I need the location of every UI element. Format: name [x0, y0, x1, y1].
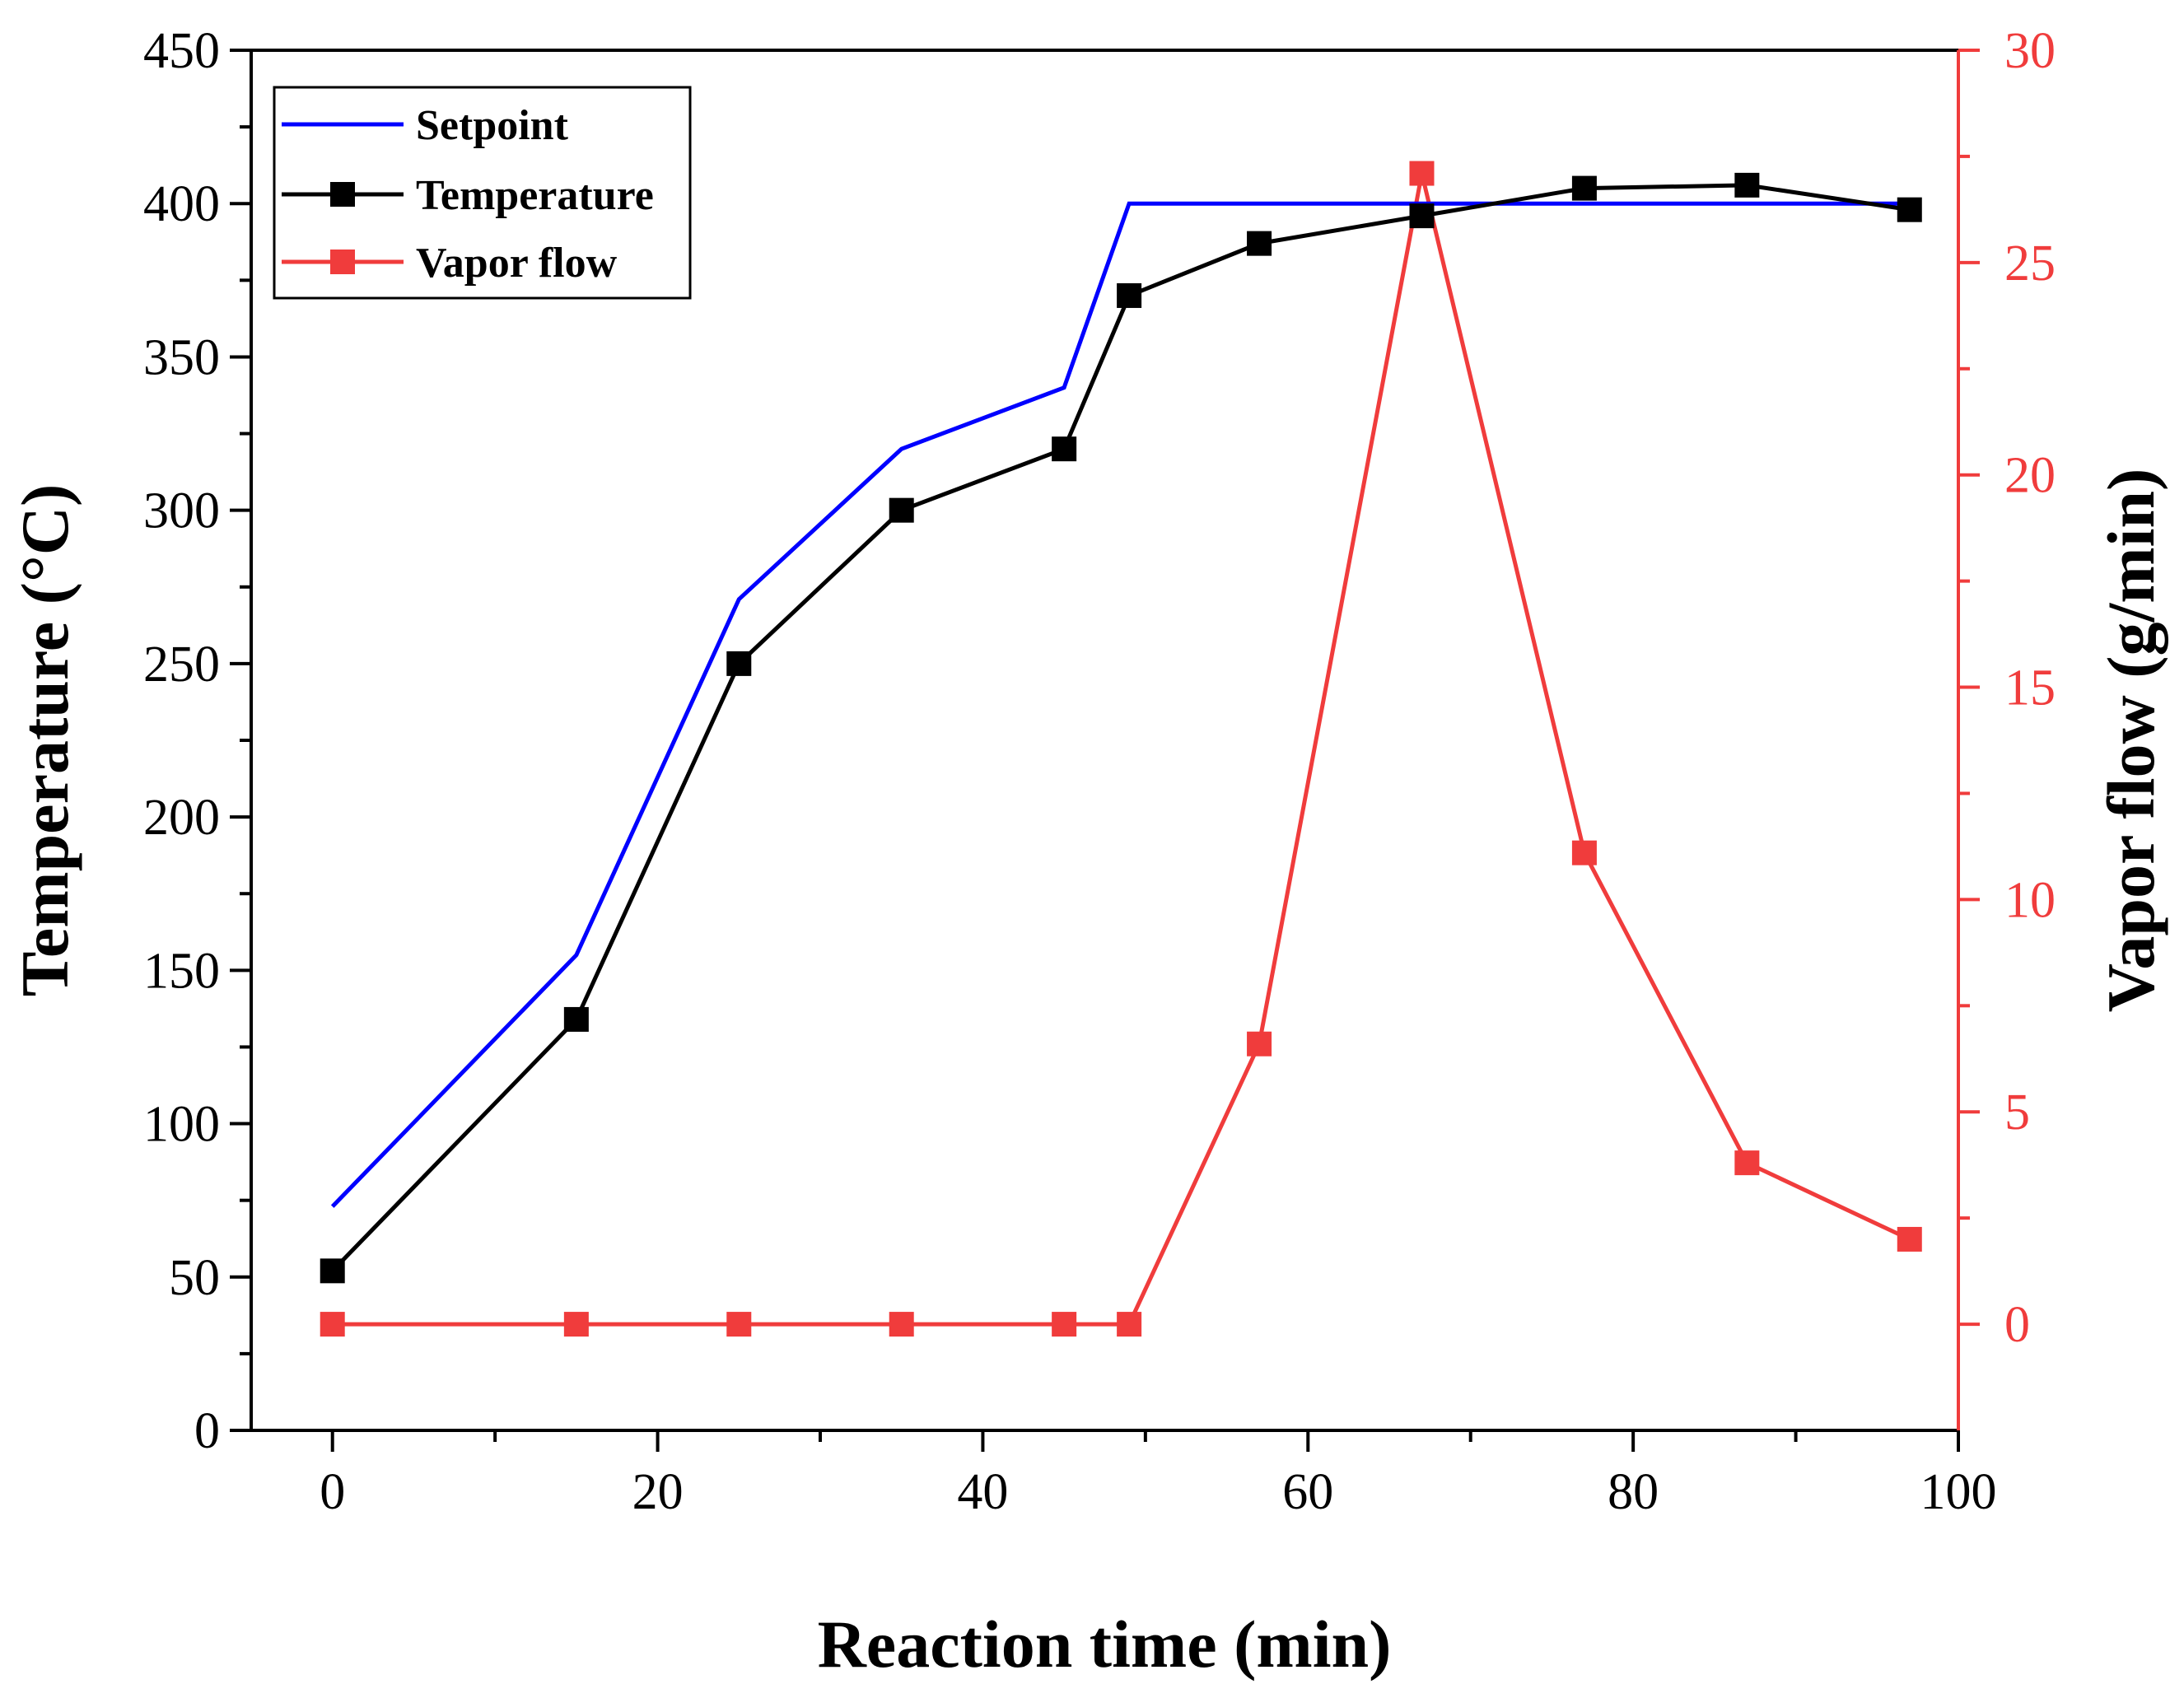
y2-ticks: 0 5 10 15 20 25 30: [1958, 23, 2056, 1353]
vapor-flow-point: [320, 1312, 345, 1337]
legend-temperature-label: Temperature: [416, 172, 654, 219]
x-tick-label: 60: [1282, 1464, 1333, 1520]
temperature-point: [726, 651, 752, 676]
vapor-flow-point: [1117, 1312, 1142, 1337]
legend-temperature-marker: [330, 182, 355, 207]
temperature-point: [1247, 231, 1272, 256]
legend: Setpoint Temperature Vapor flow: [273, 86, 692, 300]
y2-tick-label: 5: [2004, 1085, 2030, 1141]
y-ticks: 0 50 100 150 200 250 300 350 400 450: [143, 23, 251, 1459]
temperature-point: [563, 1006, 589, 1032]
vapor-flow-point: [889, 1312, 914, 1337]
legend-setpoint-label: Setpoint: [416, 102, 569, 149]
vapor-flow-point: [1897, 1226, 1922, 1252]
x-tick-label: 20: [632, 1464, 684, 1520]
y-tick-label: 450: [143, 23, 220, 79]
legend-vapor-flow-label: Vapor flow: [416, 240, 618, 287]
y2-tick-label: 0: [2004, 1297, 2030, 1353]
temperature-point: [1897, 197, 1922, 222]
y-tick-label: 300: [143, 483, 220, 539]
y-tick-label: 50: [169, 1250, 220, 1306]
x-tick-label: 80: [1608, 1464, 1659, 1520]
y-tick-label: 350: [143, 329, 220, 385]
temperature-point: [1734, 172, 1760, 198]
x-tick-label: 0: [320, 1464, 345, 1520]
vapor-flow-point: [1409, 161, 1435, 186]
y2-tick-label: 30: [2004, 23, 2056, 79]
temperature-point: [320, 1258, 345, 1284]
y2-axis-title: Vapor flow (g/min): [2093, 469, 2168, 1013]
temperature-point: [1117, 282, 1142, 308]
temperature-point: [889, 497, 914, 523]
y2-tick-label: 20: [2004, 448, 2056, 504]
temperature-point: [1052, 436, 1077, 462]
y-tick-label: 250: [143, 637, 220, 693]
vapor-flow-point: [1571, 840, 1597, 865]
x-tick-label: 40: [957, 1464, 1008, 1520]
temperature-point: [1571, 175, 1597, 201]
legend-vapor-flow-marker: [330, 250, 355, 274]
vapor-flow-point: [1247, 1031, 1272, 1057]
y-tick-label: 150: [143, 943, 220, 999]
x-axis-title: Reaction time (min): [818, 1607, 1392, 1682]
y-tick-label: 400: [143, 176, 220, 232]
setpoint-line: [330, 201, 1910, 1208]
y-tick-label: 100: [143, 1097, 220, 1153]
y2-tick-label: 25: [2004, 236, 2056, 292]
vapor-flow-point: [1052, 1312, 1077, 1337]
vapor-flow-point: [563, 1312, 589, 1337]
series-layer: [320, 161, 1922, 1337]
y2-tick-label: 10: [2004, 872, 2056, 928]
y-axis-title: Temperature (°C): [7, 484, 82, 997]
y-tick-label: 0: [194, 1403, 220, 1459]
temperature-point: [1409, 203, 1435, 229]
x-ticks: 0 20 40 60 80 100: [320, 1430, 1997, 1520]
vapor-flow-point: [726, 1312, 752, 1337]
y-tick-label: 200: [143, 790, 220, 846]
y2-tick-label: 15: [2004, 660, 2056, 716]
x-tick-label: 100: [1920, 1464, 1997, 1520]
vapor-flow-point: [1734, 1150, 1760, 1176]
